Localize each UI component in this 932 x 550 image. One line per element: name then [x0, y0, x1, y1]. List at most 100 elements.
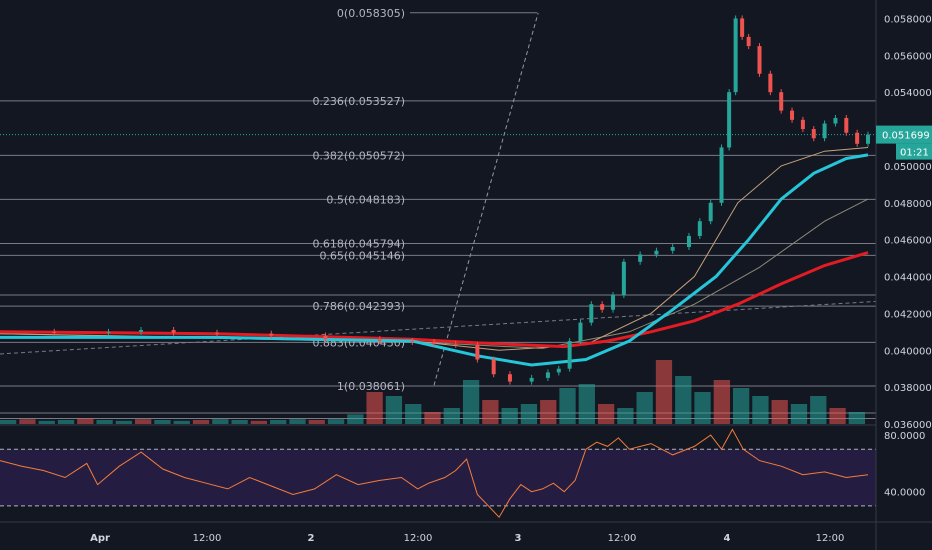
fib-level-label: 0.5(0.048183): [326, 193, 405, 206]
volume-bar: [482, 400, 499, 424]
rsi-line: [0, 428, 869, 519]
price-tick-label: 0.044000: [884, 273, 932, 284]
fib-trend-line: [433, 12, 539, 386]
candle-body: [377, 339, 382, 342]
volume-bar: [771, 400, 788, 424]
volume-bar: [424, 412, 441, 424]
fib-level-label: 0(0.058305): [337, 7, 405, 20]
candle-body: [800, 119, 805, 130]
volume-bar: [675, 376, 692, 424]
volume-bar: [77, 418, 94, 424]
time-axis[interactable]: Apr 12:00 2 12:00 3 12:00 4 12:00: [90, 533, 844, 544]
volume-bar: [135, 419, 152, 424]
fib-level-label: 0.786(0.042393): [312, 300, 405, 313]
candle-body: [529, 377, 534, 382]
rsi-tick-label: 40.0000: [884, 488, 925, 499]
candle-body: [453, 343, 458, 345]
candle-body: [171, 329, 176, 333]
candle-body: [556, 368, 561, 373]
fib-level-label: 0.236(0.053527): [312, 95, 405, 108]
volume-bar: [115, 420, 133, 424]
volume-bar: [192, 420, 210, 424]
volume-bar: [617, 408, 634, 424]
candle-body: [686, 235, 691, 248]
volume-bar: [501, 408, 518, 424]
volume-bar: [559, 388, 576, 424]
volume-bar: [520, 404, 538, 424]
candle-body: [215, 332, 219, 334]
trend-line: [0, 300, 877, 355]
candle-body: [833, 117, 838, 124]
volume-bar: [57, 420, 75, 424]
candle-body: [757, 46, 762, 74]
volume-bar: [385, 396, 403, 424]
volume-bar: [308, 420, 325, 424]
fib-level-label: 1(0.038061): [337, 380, 405, 393]
price-tick-label: 0.038000: [884, 383, 932, 394]
candle-body: [589, 304, 594, 323]
price-tick-label: 0.050000: [884, 162, 932, 173]
fib-level-label: 0.382(0.050572): [312, 149, 405, 162]
candle-body: [719, 147, 724, 203]
candle-body: [106, 331, 111, 333]
candle-body: [746, 36, 751, 47]
price-tick-label: 0.042000: [884, 309, 932, 320]
candle-body: [269, 333, 274, 336]
time-tick-label: 12:00: [193, 533, 222, 544]
volume-bar: [270, 420, 287, 424]
candle-body: [545, 372, 550, 378]
volume-bar: [0, 420, 17, 424]
ema-line-cyan: [0, 153, 869, 367]
volume-bar: [597, 404, 615, 424]
volume-bar: [694, 392, 711, 424]
candle-body: [790, 110, 795, 120]
volume-bar: [405, 404, 422, 424]
fibonacci-retracement[interactable]: 0(0.058305) 0.236(0.053527) 0.382(0.050572…: [0, 7, 877, 419]
candle-body: [410, 341, 415, 343]
volume-bar: [752, 396, 769, 424]
price-tick-label: 0.040000: [884, 346, 932, 357]
countdown-tag: [896, 143, 932, 160]
price-tick-label: 0.036000: [884, 420, 932, 431]
volume-bar: [19, 419, 36, 424]
candle-body: [567, 341, 572, 369]
rsi-band: [0, 449, 876, 506]
price-tick-label: 0.046000: [884, 236, 932, 247]
rsi-pane[interactable]: [0, 428, 876, 519]
candle-body: [621, 261, 626, 295]
time-tick-label: 12:00: [816, 533, 845, 544]
candle-body: [740, 18, 745, 37]
volume-bar: [713, 380, 730, 424]
volume-bar: [96, 420, 113, 424]
volume-bar: [231, 420, 248, 424]
price-tick-label: 0.058000: [884, 14, 932, 25]
fib-level-label: 0.618(0.045794): [312, 237, 405, 250]
candle-body: [432, 341, 436, 344]
candle-body: [491, 359, 496, 375]
candle-body: [811, 129, 816, 139]
volume-bar: [578, 384, 595, 424]
candle-body: [578, 322, 583, 342]
volume-bar: [790, 404, 808, 424]
volume-bar: [289, 419, 306, 424]
volume-bar: [810, 396, 827, 424]
candle-body: [844, 117, 849, 133]
price-tick-label: 0.048000: [884, 199, 932, 210]
volume-bar: [540, 400, 557, 424]
price-series: [52, 15, 870, 385]
candle-body: [822, 123, 827, 139]
candle-body: [697, 221, 702, 236]
price-tick-label: 0.054000: [884, 88, 932, 99]
time-tick-label: 12:00: [404, 533, 433, 544]
volume-bar: [366, 392, 383, 424]
time-tick-label: 3: [515, 533, 522, 544]
candle-body: [768, 73, 773, 93]
candle-body: [855, 132, 860, 144]
candle-body: [507, 374, 512, 382]
candle-body: [323, 335, 328, 340]
candle-body: [654, 250, 659, 255]
current-price-tag: [876, 125, 932, 144]
current-price-value: 0.051699: [882, 131, 930, 142]
